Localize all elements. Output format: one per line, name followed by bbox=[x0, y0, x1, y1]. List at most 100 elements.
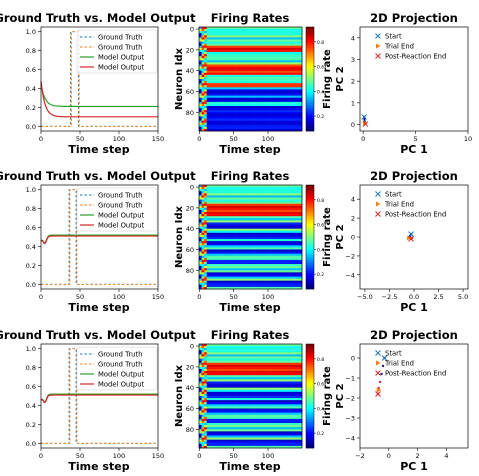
heatmap-cell bbox=[229, 373, 233, 376]
heatmap-cell bbox=[271, 362, 274, 366]
heatmap-cell bbox=[273, 272, 277, 275]
heatmap-cell bbox=[273, 191, 277, 194]
heatmap-cell bbox=[214, 112, 218, 115]
heatmap-cell bbox=[271, 49, 274, 53]
heatmap-cell bbox=[219, 257, 223, 261]
heatmap-cell bbox=[224, 197, 228, 200]
heatmap-cell bbox=[286, 259, 290, 263]
heatmap-cell bbox=[214, 66, 218, 69]
heatmap-cell bbox=[250, 209, 254, 213]
heatmap-cell bbox=[294, 95, 298, 99]
heatmap-cell bbox=[296, 189, 300, 192]
heatmap-cell bbox=[268, 199, 272, 202]
heatmap-cell bbox=[227, 261, 231, 265]
heatmap-cell bbox=[258, 118, 262, 121]
heatmap-cell bbox=[258, 54, 262, 57]
heatmap-cell bbox=[201, 237, 205, 240]
colorbar-step bbox=[306, 29, 314, 33]
legend-label: Model Output bbox=[98, 371, 145, 379]
heatmap-cell bbox=[291, 247, 295, 250]
heatmap-cell bbox=[240, 29, 244, 32]
heatmap-cell bbox=[263, 364, 267, 368]
heatmap-cell bbox=[201, 241, 205, 244]
heatmap-cell bbox=[286, 209, 290, 213]
heatmap-cell bbox=[289, 284, 293, 288]
heatmap-cell bbox=[281, 247, 285, 250]
y-tick-label: 60 bbox=[186, 246, 194, 254]
heatmap-cell bbox=[224, 282, 228, 286]
heatmap-cell bbox=[276, 118, 280, 121]
heatmap-cell bbox=[289, 220, 293, 223]
heatmap-cell bbox=[232, 120, 236, 123]
heatmap-cell bbox=[253, 118, 256, 121]
heatmap-cell bbox=[268, 270, 272, 273]
heatmap-cell bbox=[232, 251, 236, 254]
heatmap-cell bbox=[263, 368, 267, 372]
heatmap-cell bbox=[289, 203, 293, 207]
colorbar-step bbox=[306, 81, 314, 85]
heatmap-cell bbox=[232, 197, 236, 200]
heatmap-cell bbox=[278, 187, 282, 190]
heatmap-cell bbox=[265, 87, 269, 90]
heatmap-cell bbox=[289, 224, 293, 227]
heatmap-cell bbox=[299, 350, 303, 353]
heatmap-cell bbox=[206, 76, 210, 80]
heatmap-cell bbox=[253, 51, 256, 55]
heatmap-cell bbox=[217, 366, 220, 370]
heatmap-cell bbox=[283, 245, 287, 248]
heatmap-cell bbox=[199, 220, 202, 223]
heatmap-cell bbox=[206, 108, 210, 111]
heatmap-cell bbox=[247, 257, 251, 261]
heatmap-cell bbox=[271, 70, 274, 74]
heatmap-cell bbox=[224, 377, 228, 380]
heatmap-cell bbox=[199, 31, 202, 34]
heatmap-cell bbox=[253, 348, 256, 351]
heatmap-cell bbox=[296, 37, 300, 40]
heatmap-cell bbox=[289, 195, 293, 198]
heatmap-cell bbox=[291, 103, 295, 107]
heatmap-cell bbox=[260, 79, 264, 82]
heatmap-cell bbox=[294, 232, 298, 236]
heatmap-cell bbox=[232, 222, 236, 225]
heatmap-cell bbox=[224, 85, 228, 88]
heatmap-cell bbox=[247, 230, 251, 234]
heatmap-cell bbox=[253, 114, 256, 117]
heatmap-cell bbox=[201, 66, 205, 69]
heatmap-cell bbox=[242, 97, 246, 101]
heatmap-cell bbox=[229, 360, 233, 364]
heatmap-cell bbox=[232, 352, 236, 355]
heatmap-cell bbox=[260, 97, 264, 101]
heatmap-cell bbox=[296, 27, 300, 30]
heatmap-cell bbox=[253, 101, 256, 105]
heatmap-cell bbox=[283, 354, 287, 357]
heatmap-cell bbox=[271, 83, 274, 86]
heatmap-cell bbox=[217, 189, 220, 192]
heatmap-cell bbox=[209, 241, 213, 244]
heatmap-cell bbox=[217, 222, 220, 225]
heatmap-cell bbox=[211, 99, 215, 103]
heatmap-cell bbox=[245, 72, 249, 76]
heatmap-cell bbox=[242, 118, 246, 121]
heatmap-cell bbox=[250, 120, 254, 123]
heatmap-cell bbox=[289, 216, 293, 219]
heatmap-cell bbox=[242, 286, 246, 290]
heatmap-cell bbox=[294, 116, 298, 119]
heatmap-cell bbox=[273, 237, 277, 240]
heatmap-cell bbox=[263, 70, 267, 74]
heatmap-cell bbox=[296, 280, 300, 284]
heatmap-cell bbox=[240, 276, 244, 279]
heatmap-cell bbox=[263, 76, 267, 80]
heatmap-cell bbox=[265, 114, 269, 117]
heatmap-cell bbox=[258, 47, 262, 51]
heatmap-cell bbox=[273, 39, 277, 42]
heatmap-cell bbox=[211, 216, 215, 219]
heatmap-cell bbox=[222, 255, 226, 259]
heatmap-cell bbox=[299, 366, 303, 370]
heatmap-cell bbox=[296, 185, 300, 188]
heatmap-cell bbox=[242, 270, 246, 273]
heatmap-cell bbox=[291, 352, 295, 355]
heatmap-cell bbox=[229, 56, 233, 59]
heatmap-cell bbox=[247, 193, 251, 196]
heatmap-cell bbox=[278, 255, 282, 259]
heatmap-cell bbox=[235, 72, 238, 76]
